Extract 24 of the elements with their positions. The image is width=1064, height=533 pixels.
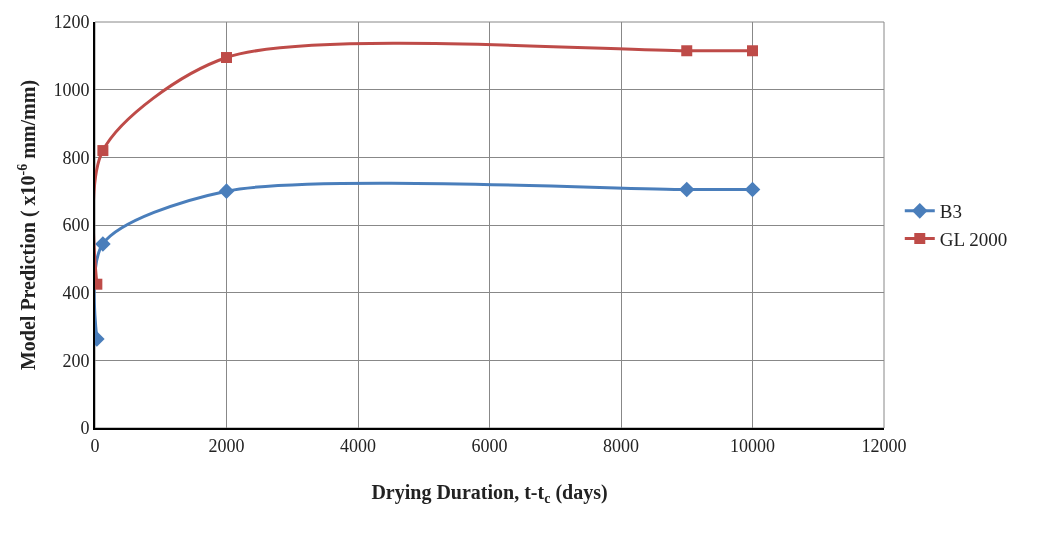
- y-tick-label: 400: [62, 282, 90, 303]
- point: [221, 52, 232, 64]
- point: [95, 236, 111, 252]
- legend-label: GL 2000: [939, 228, 1008, 250]
- y-tick-label: 1000: [53, 79, 90, 100]
- y-tick-label: 200: [62, 350, 90, 371]
- x-tick-label: 8000: [603, 435, 639, 456]
- point: [744, 181, 761, 198]
- y-tick-label: 800: [62, 147, 90, 168]
- point: [218, 183, 235, 199]
- y-tick-label: 1200: [53, 12, 90, 33]
- x-axis-title: Drying Duration, t-t$_{c}$ (days): [371, 480, 608, 506]
- x-tick-label: 4000: [340, 435, 376, 456]
- x-tick-label: 6000: [471, 435, 508, 456]
- y-tick-label: 600: [62, 215, 90, 236]
- point: [681, 45, 693, 57]
- y-tick-label: 0: [80, 418, 90, 439]
- point: [678, 181, 695, 198]
- x-tick-label: 12000: [861, 435, 907, 456]
- legend-label: B3: [939, 201, 962, 223]
- x-tick-label: 10000: [730, 435, 775, 456]
- x-tick-label: 2000: [208, 435, 245, 456]
- point: [747, 45, 758, 57]
- point: [97, 145, 109, 157]
